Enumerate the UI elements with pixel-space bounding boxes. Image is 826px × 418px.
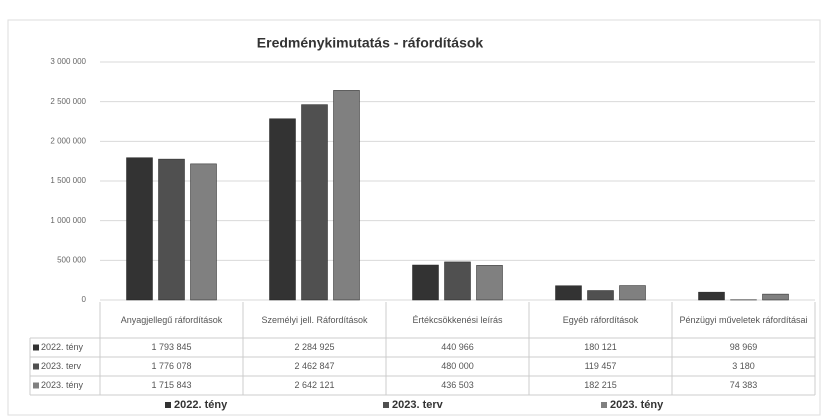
- row-label: 2023. tény: [41, 380, 84, 390]
- table-value: 2 642 121: [294, 380, 335, 390]
- row-label: 2023. terv: [41, 361, 82, 371]
- category-label: Egyéb ráfordítások: [562, 314, 639, 325]
- legend-key: [601, 402, 607, 408]
- y-tick-label: 0: [82, 295, 87, 304]
- y-tick-label: 500 000: [57, 255, 86, 264]
- legend-key: [33, 344, 39, 351]
- category-label: Anyagjellegű ráfordítások: [120, 314, 223, 325]
- bar: [269, 118, 296, 301]
- legend-label: 2023. terv: [392, 399, 444, 411]
- y-tick-label: 1 000 000: [50, 216, 86, 225]
- table-value: 3 180: [732, 361, 755, 371]
- table-value: 182 215: [584, 380, 617, 390]
- y-tick-label: 3 000 000: [50, 57, 86, 66]
- bar: [555, 285, 582, 301]
- table-value: 1 715 843: [151, 380, 192, 390]
- table-value: 2 284 925: [294, 342, 335, 352]
- bar: [587, 290, 614, 301]
- bar: [126, 157, 153, 301]
- y-tick-label: 2 000 000: [50, 136, 86, 145]
- bar: [158, 158, 185, 301]
- legend-label: 2023. tény: [610, 399, 664, 411]
- y-tick-label: 2 500 000: [50, 97, 86, 106]
- y-tick-label: 1 500 000: [50, 176, 86, 185]
- table-value: 119 457: [584, 361, 617, 371]
- table-value: 1 793 845: [151, 342, 192, 352]
- table-value: 98 969: [729, 342, 758, 352]
- bar: [476, 265, 503, 301]
- legend-key: [33, 382, 39, 389]
- bar: [412, 264, 439, 301]
- legend-key: [165, 402, 171, 408]
- category-label: Személyi jell. Ráfordítások: [261, 314, 368, 325]
- legend-key: [383, 402, 389, 408]
- bar: [301, 104, 328, 301]
- table-value: 436 503: [441, 380, 474, 390]
- bar: [444, 261, 471, 301]
- legend-label: 2022. tény: [174, 399, 228, 411]
- table-value: 2 462 847: [294, 361, 335, 371]
- category-label: Pénzügyi műveletek ráfordításai: [679, 314, 808, 325]
- table-value: 180 121: [584, 342, 617, 352]
- table-value: 74 383: [729, 380, 758, 390]
- legend-key: [33, 363, 39, 370]
- category-label: Értékcsökkenési leírás: [412, 314, 503, 325]
- bar: [698, 291, 725, 301]
- row-label: 2022. tény: [41, 342, 84, 352]
- table-value: 1 776 078: [151, 361, 192, 371]
- bar: [190, 163, 217, 301]
- bar: [333, 90, 360, 301]
- chart-title: Eredménykimutatás - ráfordítások: [257, 35, 484, 51]
- bar: [619, 285, 646, 301]
- table-value: 480 000: [441, 361, 474, 371]
- table-value: 440 966: [441, 342, 474, 352]
- bar: [762, 293, 789, 301]
